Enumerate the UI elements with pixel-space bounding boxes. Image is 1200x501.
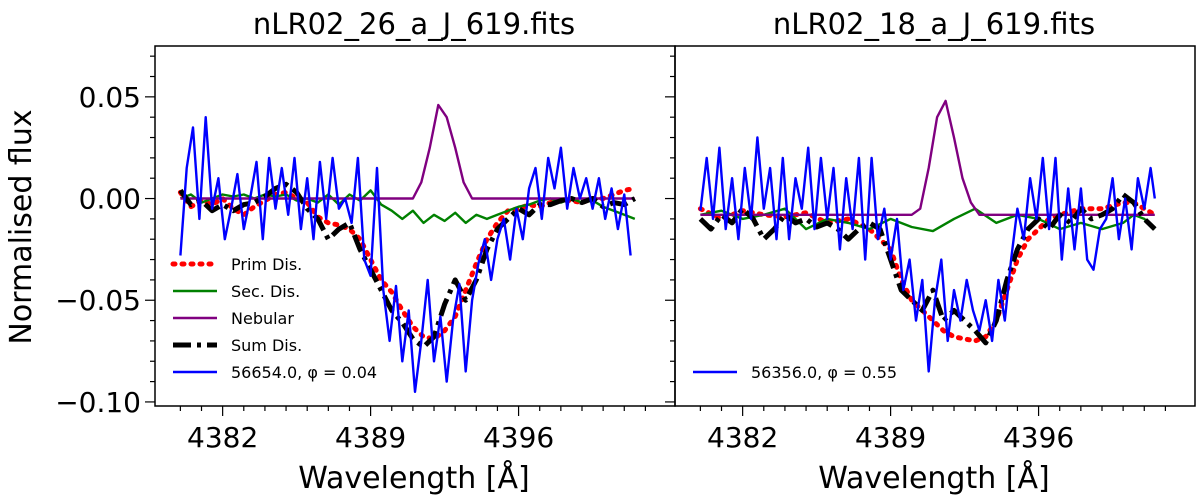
x-tick-label: 4389 (855, 421, 926, 454)
x-tick-label: 4382 (187, 421, 258, 454)
x-tick-label: 4396 (1003, 421, 1074, 454)
y-axis-label: Normalised flux (4, 109, 39, 344)
legend: Prim Dis. Sec. Dis. Nebular Sum Dis. 56654.0… (170, 255, 377, 382)
legend-label-prim-dis: Prim Dis. (231, 255, 302, 274)
y-tick-label: −0.05 (55, 284, 141, 317)
series-line-sum-dis (178, 181, 637, 350)
x-tick-label: 4382 (707, 421, 778, 454)
series-line-nebular (180, 103, 635, 200)
y-tick-label: 0.00 (79, 183, 141, 216)
series-line-56356-0-0-55 (699, 136, 1156, 373)
y-tick-label: −0.10 (55, 386, 141, 419)
chart-title: nLR02_18_a_J_619.fits (773, 7, 1095, 41)
plot-frame (674, 45, 1196, 407)
x-axis-label: Wavelength [Å] (818, 460, 1049, 496)
x-tick-label: 4396 (483, 421, 554, 454)
legend-label-56356-0-0-55: 56356.0, φ = 0.55 (751, 363, 897, 382)
legend-label-56654-0-0-04: 56654.0, φ = 0.04 (231, 363, 377, 382)
panel-right: nLR02_18_a_J_619.fits 4382 4389 4396 Wavel… (665, 7, 1196, 496)
chart-title: nLR02_26_a_J_619.fits (253, 7, 575, 41)
series-line-sec-dis (700, 207, 1156, 233)
legend-label-sec-dis: Sec. Dis. (231, 282, 300, 301)
legend: 56356.0, φ = 0.55 (693, 363, 897, 382)
series-line-56654-0-0-04 (179, 116, 632, 393)
x-axis-label: Wavelength [Å] (298, 460, 529, 496)
series-line-nebular (700, 99, 1155, 216)
x-tick-label: 4389 (335, 421, 406, 454)
panel-left: nLR02_26_a_J_619.fits 4382 4389 4396 0.05 0.… (55, 7, 676, 496)
legend-label-nebular: Nebular (231, 309, 294, 328)
legend-label-sum-dis: Sum Dis. (231, 336, 302, 355)
y-tick-label: 0.05 (79, 81, 141, 114)
